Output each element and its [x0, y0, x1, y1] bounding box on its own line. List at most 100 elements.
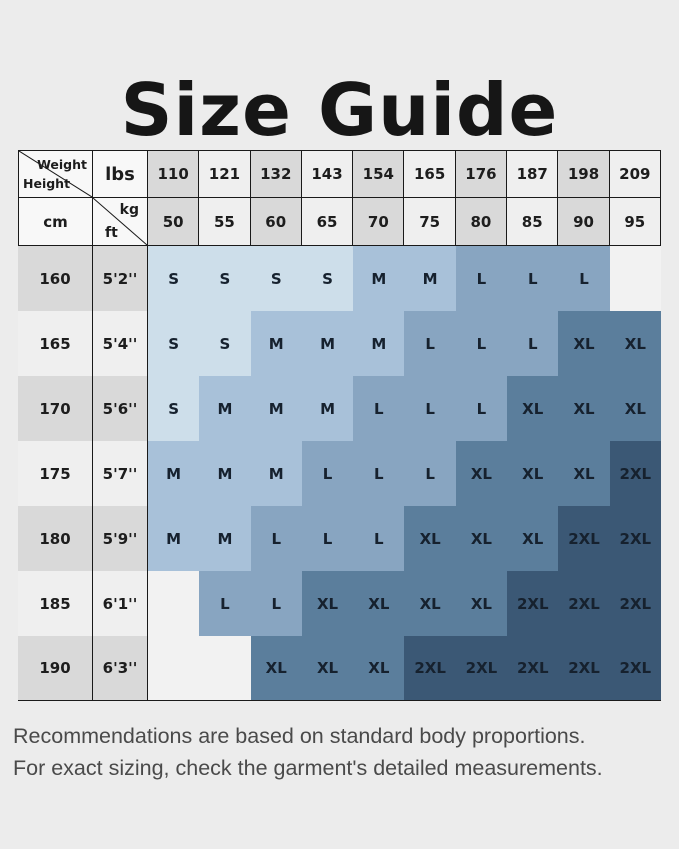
size-cell: 2XL	[609, 441, 661, 506]
weight-lbs-cell: 187	[507, 150, 559, 198]
height-row-165: 165 5'4'' S S M M M L L L XL XL	[18, 311, 661, 376]
size-cell: M	[250, 376, 302, 441]
size-cell: XL	[301, 636, 354, 701]
size-cell: 2XL	[609, 571, 661, 636]
size-cell: M	[404, 246, 456, 311]
height-row-180: 180 5'9'' M M L L L XL XL XL 2XL 2XL	[18, 506, 661, 571]
height-cm-cell: 165	[18, 311, 93, 376]
kg-unit-label: kg	[119, 202, 139, 218]
size-cell	[199, 636, 251, 701]
height-row-160: 160 5'2'' S S S S M M L L L	[18, 246, 661, 311]
height-ft-cell: 6'1''	[93, 571, 148, 636]
size-cell: XL	[507, 376, 559, 441]
size-cell: XL	[353, 636, 405, 701]
height-ft-cell: 6'3''	[93, 636, 148, 701]
footer-line-1: Recommendations are based on standard bo…	[13, 724, 586, 748]
size-cell: L	[353, 506, 405, 571]
weight-lbs-cell: 121	[199, 150, 251, 198]
weight-lbs-cell: 176	[455, 150, 508, 198]
weight-axis-label: Weight	[37, 157, 87, 172]
weight-kg-cell: 95	[609, 198, 661, 246]
lbs-unit-cell: lbs	[93, 150, 148, 198]
weight-lbs-cell: 143	[301, 150, 354, 198]
size-cell: M	[199, 506, 251, 571]
size-cell: 2XL	[558, 506, 610, 571]
size-cell: L	[250, 571, 302, 636]
weight-kg-cell: 70	[353, 198, 405, 246]
size-cell: L	[301, 506, 354, 571]
height-cm-cell: 175	[18, 441, 93, 506]
size-cell: 2XL	[404, 636, 456, 701]
size-cell: XL	[455, 506, 508, 571]
weight-kg-cell: 55	[199, 198, 251, 246]
size-cell: XL	[455, 571, 508, 636]
height-ft-cell: 5'9''	[93, 506, 148, 571]
size-cell: M	[250, 441, 302, 506]
size-cell: XL	[609, 376, 661, 441]
size-cell: M	[301, 376, 354, 441]
weight-lbs-cell: 209	[609, 150, 661, 198]
size-cell: S	[199, 246, 251, 311]
size-cell: L	[507, 246, 559, 311]
cm-unit-cell: cm	[18, 198, 93, 246]
ft-unit-label: ft	[105, 225, 118, 241]
weight-kg-cell: 65	[301, 198, 354, 246]
size-cell: XL	[609, 311, 661, 376]
size-cell: XL	[250, 636, 302, 701]
weight-lbs-cell: 154	[353, 150, 405, 198]
weight-kg-cell: 50	[148, 198, 200, 246]
height-cm-cell: 160	[18, 246, 93, 311]
height-ft-cell: 5'6''	[93, 376, 148, 441]
size-cell: L	[455, 311, 508, 376]
page-title: Size Guide	[120, 68, 559, 153]
size-cell: M	[250, 311, 302, 376]
size-cell	[609, 246, 661, 311]
weight-kg-cell: 60	[250, 198, 302, 246]
size-cell: M	[199, 376, 251, 441]
footer-line-2: For exact sizing, check the garment's de…	[13, 756, 603, 781]
height-ft-cell: 5'2''	[93, 246, 148, 311]
size-cell: L	[353, 376, 405, 441]
size-cell: M	[353, 311, 405, 376]
size-cell: S	[148, 311, 200, 376]
size-cell: M	[353, 246, 405, 311]
size-cell: L	[455, 246, 508, 311]
size-cell: 2XL	[609, 506, 661, 571]
height-cm-cell: 185	[18, 571, 93, 636]
size-cell: XL	[558, 376, 610, 441]
weight-lbs-header-row: Weight Height lbs 110 121 132 143 154 165 176 1…	[18, 150, 661, 198]
size-cell: XL	[301, 571, 354, 636]
size-cell: 2XL	[558, 571, 610, 636]
height-row-190: 190 6'3'' XL XL XL 2XL 2XL 2XL 2XL 2XL	[18, 636, 661, 701]
size-cell: M	[301, 311, 354, 376]
size-cell: S	[199, 311, 251, 376]
height-ft-cell: 5'7''	[93, 441, 148, 506]
size-cell: L	[404, 441, 456, 506]
size-cell: S	[250, 246, 302, 311]
size-cell: 2XL	[558, 636, 610, 701]
size-cell: L	[353, 441, 405, 506]
size-cell: S	[148, 376, 200, 441]
height-axis-label: Height	[23, 176, 71, 191]
height-row-175: 175 5'7'' M M M L L L XL XL XL 2XL	[18, 441, 661, 506]
size-cell: 2XL	[609, 636, 661, 701]
weight-kg-cell: 90	[558, 198, 610, 246]
size-cell: XL	[558, 311, 610, 376]
weight-kg-cell: 75	[404, 198, 456, 246]
size-cell: L	[507, 311, 559, 376]
height-cm-cell: 180	[18, 506, 93, 571]
height-row-170: 170 5'6'' S M M M L L L XL XL XL	[18, 376, 661, 441]
weight-kg-cell: 80	[455, 198, 508, 246]
size-cell	[148, 571, 200, 636]
height-cm-cell: 170	[18, 376, 93, 441]
size-cell: S	[148, 246, 200, 311]
size-guide-table: Weight Height lbs 110 121 132 143 154 165 176 1…	[18, 150, 661, 701]
height-cm-cell: 190	[18, 636, 93, 701]
size-cell: 2XL	[507, 571, 559, 636]
size-cell: L	[404, 311, 456, 376]
footer-note: Recommendations are based on standard bo…	[13, 720, 671, 785]
weight-lbs-cell: 198	[558, 150, 610, 198]
size-cell: L	[404, 376, 456, 441]
corner-weight-height-cell: Weight Height	[18, 150, 93, 198]
height-row-185: 185 6'1'' L L XL XL XL XL 2XL 2XL 2XL	[18, 571, 661, 636]
